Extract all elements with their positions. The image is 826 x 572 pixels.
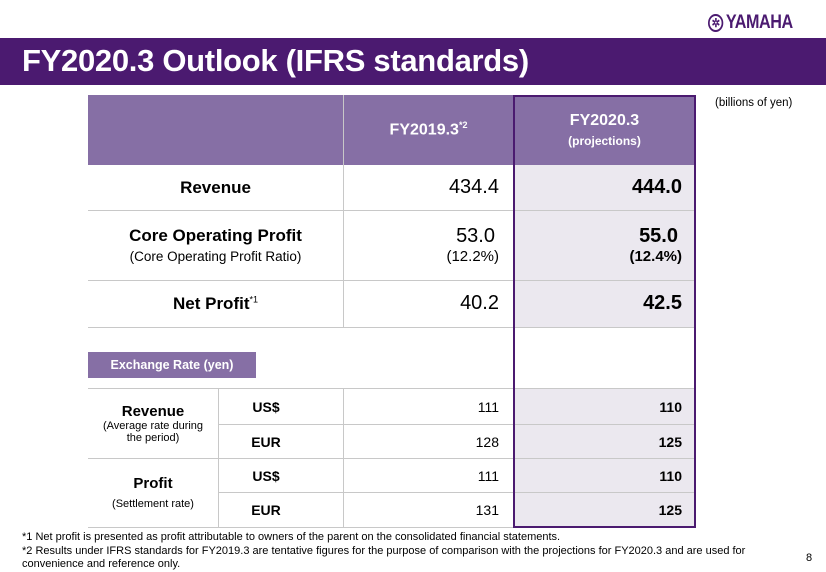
rate-proj: 125 xyxy=(658,502,682,518)
footnote-ref: *2 xyxy=(458,120,468,131)
divider xyxy=(88,327,696,328)
divider xyxy=(88,210,696,211)
divider xyxy=(88,388,696,389)
proj-bg xyxy=(513,165,696,327)
rate-prev: 131 xyxy=(475,502,499,518)
currency: EUR xyxy=(251,502,281,518)
rate-prev: 111 xyxy=(477,467,499,484)
divider xyxy=(343,388,344,527)
footnote-1: *1 Net profit is presented as profit att… xyxy=(22,531,561,543)
core-prev: 53.0 (12.2%) xyxy=(344,210,513,280)
header-fy2019-label: FY2019.3 xyxy=(389,121,459,139)
projection-frame xyxy=(513,95,696,528)
yamaha-logo: ✲ YAMAHA xyxy=(708,12,793,34)
footnote-ref: *1 xyxy=(249,293,258,304)
row-core-label: Core Operating Profit (Core Operating Pro… xyxy=(88,210,343,280)
divider xyxy=(218,388,219,527)
header-blank xyxy=(88,95,343,165)
header-fy2020-label: FY2020.3 xyxy=(569,112,640,129)
page-title: FY2020.3 Outlook (IFRS standards) xyxy=(22,43,529,78)
divider xyxy=(218,424,696,425)
rate-proj: 110 xyxy=(659,467,682,484)
rate-group-revenue: Revenue (Average rate during the period) xyxy=(88,388,218,458)
rate-prev: 111 xyxy=(477,398,499,415)
logo-text: YAMAHA xyxy=(725,12,793,33)
rate-group-label: Profit xyxy=(133,475,173,492)
divider xyxy=(88,280,696,281)
core-sub: (Core Operating Profit Ratio) xyxy=(129,249,302,264)
net-label: Net Profit xyxy=(172,293,250,313)
title-bar xyxy=(0,38,826,85)
core-prev-value: 53.0 xyxy=(456,225,495,247)
rate-group-sub: (Settlement rate) xyxy=(112,498,194,510)
header-fy2020: FY2020.3 (projections) xyxy=(513,95,696,165)
revenue-prev: 434.4 xyxy=(448,176,499,198)
row-net-label: Net Profit*1 xyxy=(88,280,343,327)
core-label: Core Operating Profit xyxy=(129,226,302,245)
header-fy2020-sub: (projections) xyxy=(568,134,641,148)
divider xyxy=(343,95,344,327)
net-prev: 40.2 xyxy=(460,292,499,314)
net-proj: 42.5 xyxy=(643,292,682,314)
footnote-2: *2 Results under IFRS standards for FY20… xyxy=(22,545,746,570)
rate-group-profit: Profit (Settlement rate) xyxy=(88,458,218,527)
rate-prev: 128 xyxy=(475,433,499,450)
currency: US$ xyxy=(252,467,280,484)
rate-group-sub: (Average rate during the period) xyxy=(102,419,204,444)
units-note: (billions of yen) xyxy=(715,97,793,109)
core-proj-value: 55.0 xyxy=(639,225,678,247)
currency: EUR xyxy=(251,433,281,450)
divider xyxy=(88,527,696,528)
currency: US$ xyxy=(252,398,280,415)
revenue-proj: 444.0 xyxy=(631,176,682,198)
divider xyxy=(88,458,696,459)
page-number: 8 xyxy=(806,552,813,564)
header-fy2019: FY2019.3*2 xyxy=(344,95,513,165)
rate-proj: 125 xyxy=(658,433,682,450)
core-proj: 55.0 (12.4%) xyxy=(513,210,696,280)
divider xyxy=(218,492,696,493)
row-revenue-label: Revenue xyxy=(180,177,251,197)
core-prev-ratio: (12.2%) xyxy=(446,248,499,265)
tuning-fork-icon: ✲ xyxy=(708,14,724,32)
exchange-rate-label: Exchange Rate (yen) xyxy=(88,352,256,378)
rate-group-label: Revenue xyxy=(121,402,185,420)
core-proj-ratio: (12.4%) xyxy=(629,248,682,265)
rate-proj: 110 xyxy=(659,398,682,415)
